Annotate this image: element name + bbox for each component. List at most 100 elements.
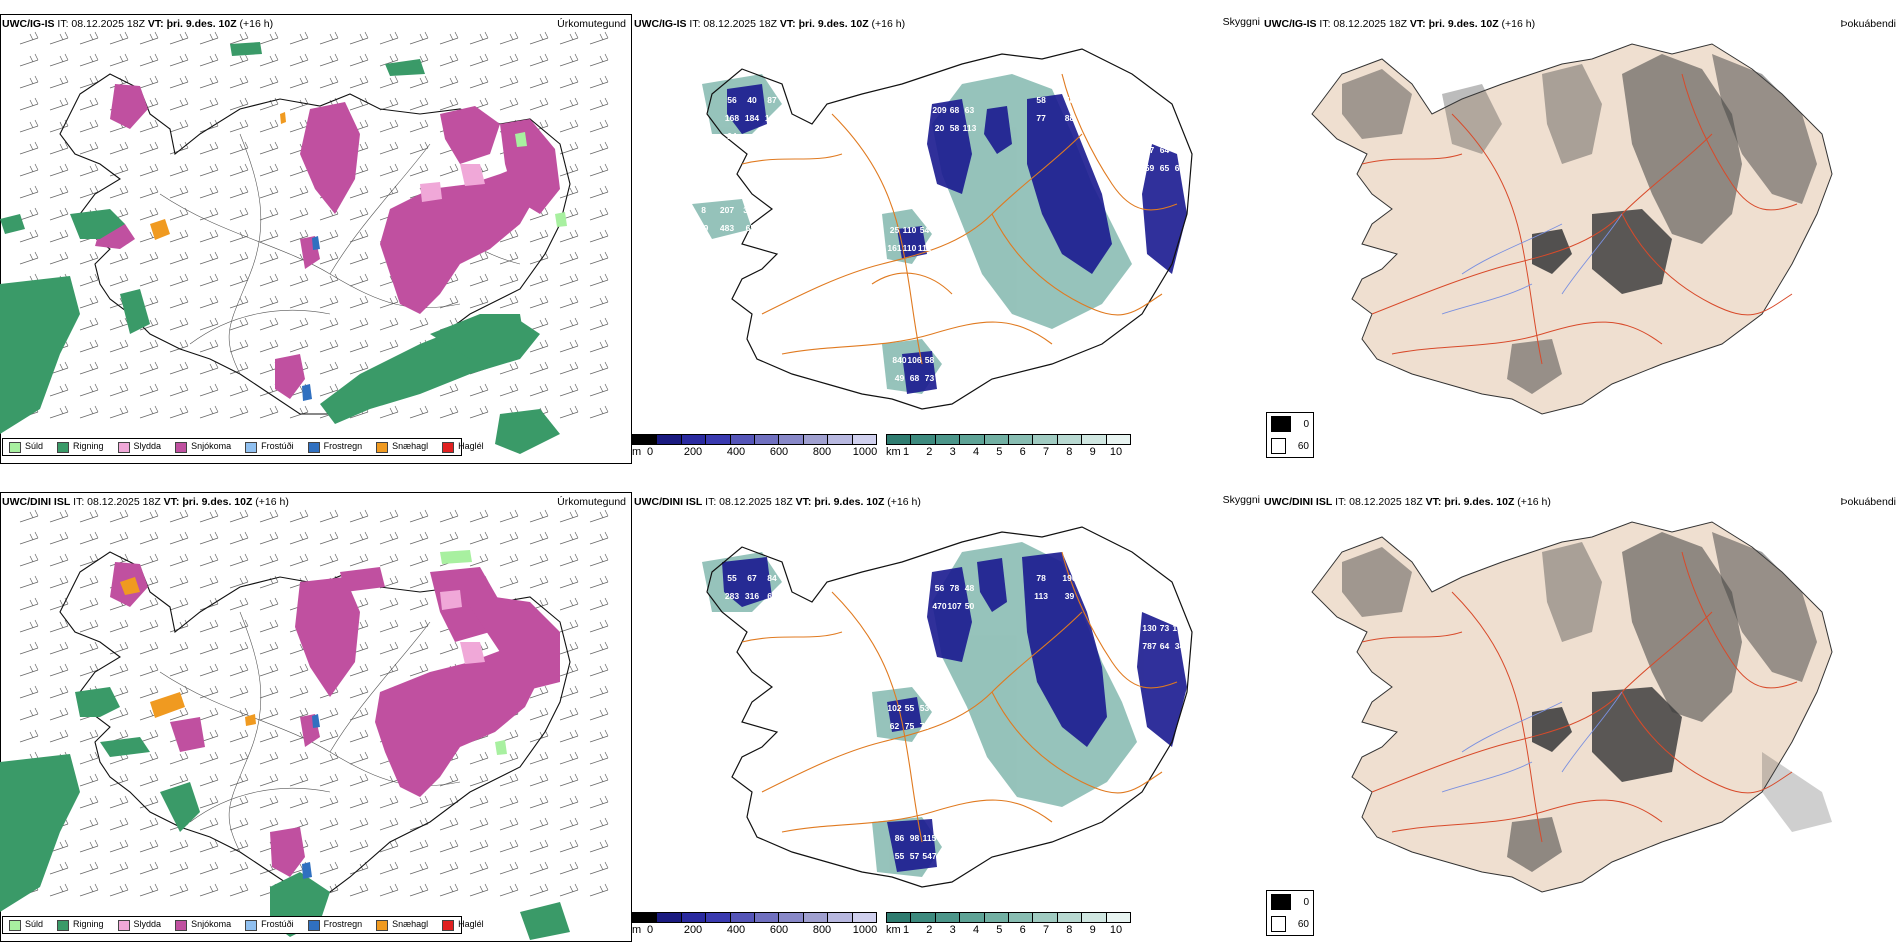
wind-barb — [139, 53, 159, 67]
cloud-base-label: 55 — [895, 851, 905, 861]
wind-barb — [199, 531, 219, 545]
cloud-base-ticks: m 0 200 400 600 800 1000 — [632, 923, 877, 937]
colorbar-tick: 5 — [996, 924, 1003, 936]
wind-barb — [409, 883, 429, 897]
wind-barb — [19, 685, 39, 699]
wind-barb — [589, 707, 609, 721]
wind-barb — [169, 751, 189, 765]
wind-barb — [319, 273, 339, 287]
wind-barb — [439, 295, 459, 309]
cloud-base-label: 55 — [722, 701, 732, 711]
wind-barb — [169, 251, 189, 265]
wind-barb — [379, 163, 399, 177]
wind-barb — [139, 273, 159, 287]
lead-time: (+16 h) — [255, 496, 289, 508]
cloud-base-label: 24 — [727, 131, 737, 141]
panel-header: UWC/DINI ISL IT: 08.12.2025 18Z VT: þri.… — [2, 496, 289, 508]
wind-barb — [559, 317, 579, 331]
wind-barb — [559, 405, 579, 419]
iceland-outline — [706, 48, 1193, 410]
wind-barb — [499, 31, 519, 45]
cloud-base-bar — [632, 434, 877, 445]
cloud-base-map: 5620958672584084068786411010620787631057… — [692, 48, 1193, 410]
panel-header: UWC/IG-IS IT: 08.12.2025 18Z VT: þri. 9.… — [634, 18, 905, 30]
wind-barb — [409, 119, 429, 133]
wind-barb — [49, 619, 69, 633]
wind-barb — [559, 119, 579, 133]
cloud-base-label: 107 — [947, 601, 961, 611]
precip-legend: Súld Rigning Slydda Snjókoma Frostúði Frostre… — [2, 916, 484, 934]
road-network — [741, 551, 1178, 843]
legend-label: Frostúði — [261, 441, 294, 452]
cloud-base-label: 25 — [890, 225, 900, 235]
wind-barb — [559, 597, 579, 611]
wind-barb — [499, 729, 519, 743]
wind-barb — [409, 31, 429, 45]
wind-barb — [289, 31, 309, 45]
wind-barb — [559, 273, 579, 287]
cloud-base-label: 58 — [1036, 95, 1046, 105]
wind-barb — [229, 729, 249, 743]
wind-barb — [379, 185, 399, 199]
wind-barb — [559, 75, 579, 89]
wind-barb — [499, 839, 519, 853]
wind-barb — [259, 405, 279, 419]
wind-barb — [229, 553, 249, 567]
wind-barb — [529, 339, 549, 353]
cloud-base-label: 64 — [1160, 641, 1170, 651]
wind-barb — [229, 575, 249, 589]
wind-barb — [19, 97, 39, 111]
wind-barb — [589, 251, 609, 265]
wind-barb — [409, 317, 429, 331]
wind-barb — [199, 405, 219, 419]
wind-barb — [349, 295, 369, 309]
wind-barb — [319, 839, 339, 853]
wind-barb — [409, 619, 429, 633]
wind-barb — [349, 273, 369, 287]
wind-barb — [559, 553, 579, 567]
cloud-base-label: 75 — [905, 721, 915, 731]
wind-barb — [229, 795, 249, 809]
wind-barb — [139, 817, 159, 831]
cloud-base-label: 113 — [1034, 591, 1048, 601]
wind-barb — [379, 839, 399, 853]
colorbar-tick: 8 — [1066, 924, 1073, 936]
legend-label: Snæhagl — [392, 919, 429, 930]
cloud-base-label: 483 — [720, 223, 734, 233]
cloud-base-label: 168 — [725, 113, 739, 123]
colorbar-step — [779, 913, 804, 922]
wind-barb — [349, 229, 369, 243]
wind-barb — [439, 509, 459, 523]
fog-index-panel-bottom: UWC/DINI ISL IT: 08.12.2025 18Z VT: þri.… — [1262, 492, 1900, 950]
wind-barb — [499, 751, 519, 765]
wind-barb — [589, 641, 609, 655]
colorbar-step — [657, 913, 682, 922]
wind-barb — [529, 531, 549, 545]
wind-barb — [349, 751, 369, 765]
wind-barb — [49, 883, 69, 897]
wind-barb — [559, 575, 579, 589]
wind-barb — [379, 317, 399, 331]
colorbar-tick: 4 — [972, 446, 980, 458]
wind-barb — [319, 383, 339, 397]
wind-barb — [109, 361, 129, 375]
cloud-base-label: 207 — [720, 205, 734, 215]
cloud-base-label: 53 — [920, 703, 930, 713]
wind-barb — [439, 531, 459, 545]
wind-barb — [229, 383, 249, 397]
colorbar-tick: 4 — [972, 924, 980, 936]
wind-barb — [559, 883, 579, 897]
wind-barb — [349, 31, 369, 45]
wind-barb — [259, 141, 279, 155]
wind-barb — [139, 597, 159, 611]
cloud-base-label: 88 — [1065, 113, 1075, 123]
wind-barb — [259, 295, 279, 309]
wind-barb — [349, 317, 369, 331]
wind-barb — [589, 53, 609, 67]
wind-barb — [379, 75, 399, 89]
wind-barb — [559, 163, 579, 177]
wind-barb — [589, 383, 609, 397]
wind-barb — [259, 273, 279, 287]
wind-barb — [469, 553, 489, 567]
wind-barb — [469, 295, 489, 309]
